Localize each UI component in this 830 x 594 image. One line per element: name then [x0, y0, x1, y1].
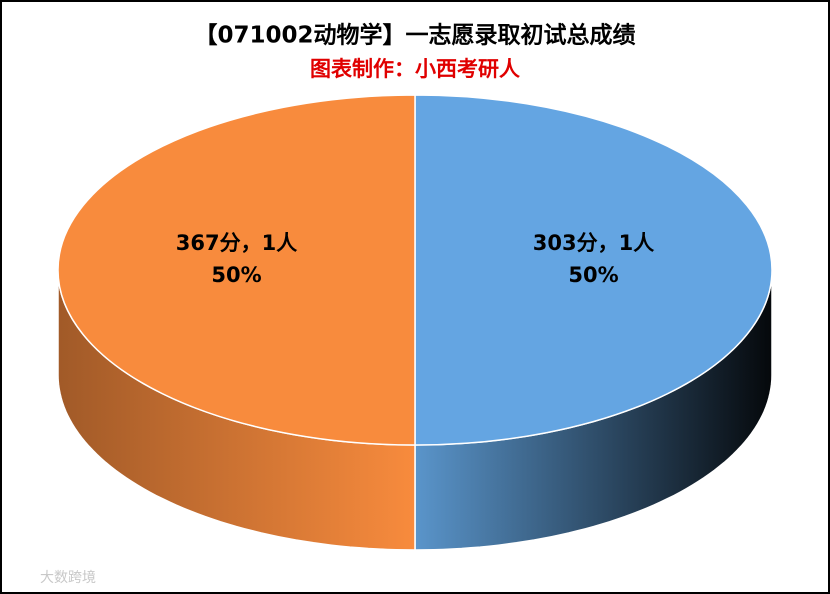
watermark: 大数跨境 [40, 570, 96, 586]
data-label-category: 367分，1人 [176, 231, 297, 255]
slice [57, 94, 416, 446]
data-label-category: 303分，1人 [533, 231, 654, 255]
chart-subtitle: 图表制作：小西考研人 [310, 57, 520, 81]
slice [414, 94, 773, 446]
data-label-value: 50% [568, 263, 618, 287]
data-label-value: 50% [211, 263, 261, 287]
chart-title: 【071002动物学】一志愿录取初试总成绩 [194, 22, 635, 49]
